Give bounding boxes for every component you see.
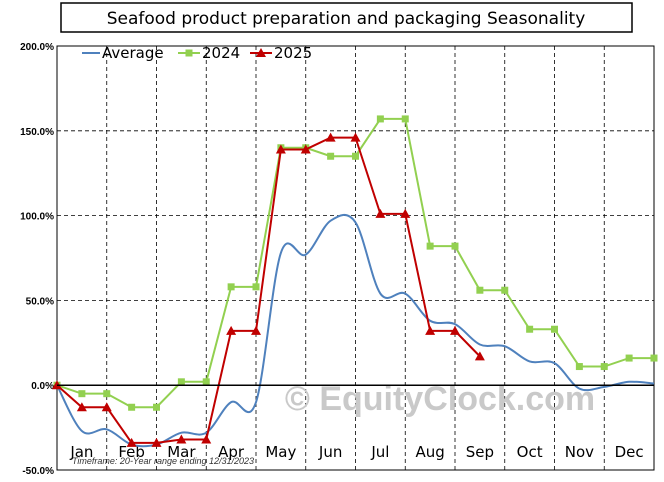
- data-point-2024: [625, 354, 633, 362]
- y-tick-label: 200.0%: [20, 42, 54, 53]
- data-point-2024: [401, 115, 409, 123]
- data-point-2025: [325, 132, 336, 142]
- data-point-2024: [551, 325, 558, 333]
- data-point-2024: [376, 115, 384, 123]
- data-point-2024: [252, 283, 260, 291]
- x-tick-label: May: [265, 443, 296, 461]
- legend: Average 2024 2025: [82, 44, 312, 62]
- data-point-2025: [201, 434, 212, 444]
- data-point-2024: [650, 354, 658, 362]
- x-tick-label: Nov: [565, 443, 594, 461]
- data-point-2025: [300, 144, 311, 154]
- series-line-2025: [56, 136, 481, 444]
- x-tick-label: Dec: [615, 443, 644, 461]
- series: [52, 115, 658, 448]
- x-tick-label: Mar: [167, 443, 196, 461]
- legend-average-label: Average: [102, 44, 164, 62]
- x-tick-label: Sep: [466, 443, 494, 461]
- data-point-2025: [425, 325, 436, 335]
- legend-2025-label: 2025: [274, 44, 312, 62]
- data-point-2025: [101, 402, 112, 412]
- data-point-2024: [426, 242, 434, 250]
- data-point-2025: [251, 325, 261, 335]
- data-point-2024: [202, 378, 210, 386]
- data-point-2024: [451, 242, 459, 250]
- data-point-2025: [226, 325, 237, 335]
- x-axis-ticks: Jan Feb Mar Apr May Jun Jul Aug Sep Oct Nov Dec: [69, 443, 643, 461]
- data-point-2024: [227, 283, 235, 291]
- data-point-2025: [76, 402, 87, 412]
- x-tick-label: Apr: [218, 443, 245, 461]
- x-tick-label: Jun: [318, 443, 342, 461]
- data-point-2025: [275, 144, 286, 154]
- legend-2024-label: 2024: [202, 44, 240, 62]
- data-point-2024: [575, 363, 583, 371]
- data-point-2024: [78, 390, 86, 398]
- watermark: © EquityClock.com: [285, 380, 595, 418]
- chart-title: Seafood product preparation and packagin…: [107, 9, 586, 29]
- y-tick-label: 100.0%: [20, 212, 54, 223]
- data-point-2025: [375, 208, 386, 218]
- chart-title-box: [60, 2, 633, 33]
- x-tick-label: Jul: [370, 443, 389, 461]
- y-tick-label: 50.0%: [26, 296, 54, 307]
- data-point-2025: [151, 437, 162, 447]
- data-point-2025: [474, 351, 485, 361]
- data-point-2024: [128, 403, 136, 411]
- data-point-2024: [476, 286, 484, 294]
- data-point-2025: [450, 325, 460, 335]
- data-point-2024: [352, 152, 359, 160]
- data-point-2024: [153, 403, 160, 411]
- legend-2024-marker: [185, 49, 193, 57]
- x-tick-label: Oct: [517, 443, 543, 461]
- legend-2025-marker: [256, 48, 266, 57]
- y-tick-label: 150.0%: [20, 127, 54, 138]
- data-point-2025: [176, 434, 187, 444]
- y-tick-label: 0.0%: [31, 381, 54, 392]
- y-tick-label: -50.0%: [22, 466, 54, 477]
- x-tick-label: Aug: [415, 443, 444, 461]
- data-point-2025: [126, 437, 137, 447]
- timeframe-footnote: Timeframe: 20-Year range ending 12/31/20…: [72, 456, 254, 466]
- data-point-2024: [327, 152, 335, 160]
- data-point-2024: [177, 378, 185, 386]
- data-point-2024: [600, 363, 608, 371]
- x-tick-label: Jan: [69, 443, 93, 461]
- data-point-2024: [501, 286, 509, 294]
- y-axis-ticks: -50.0% 0.0% 50.0% 100.0% 150.0% 200.0%: [20, 42, 54, 477]
- data-point-2025: [400, 208, 411, 218]
- x-tick-label: Feb: [118, 443, 145, 461]
- data-point-2024: [526, 325, 534, 333]
- data-point-2024: [103, 390, 111, 398]
- data-point-2025: [350, 132, 361, 142]
